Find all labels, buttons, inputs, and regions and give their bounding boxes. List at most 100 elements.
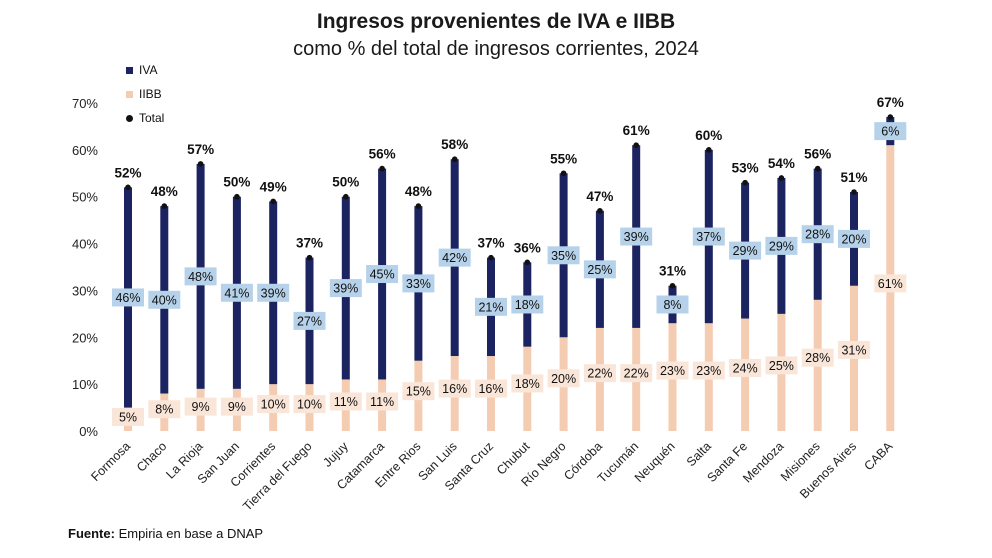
iva-label-san-luis: 42% (442, 251, 467, 265)
iva-label-chubut: 18% (515, 298, 540, 312)
iva-label-bg-jujuy (329, 279, 362, 298)
x-tick-label-neuqu-n: Neuquén (632, 439, 678, 485)
legend-label-iva: IVA (139, 63, 158, 77)
iva-label-catamarca: 45% (370, 268, 395, 282)
iibb-label-bg-tucum-n (620, 364, 653, 383)
iva-label-tierra-del-fuego: 27% (297, 314, 322, 328)
total-label-catamarca: 56% (369, 147, 396, 162)
iva-label-corrientes: 39% (261, 286, 286, 300)
iibb-label-jujuy: 11% (334, 395, 358, 409)
iibb-label-la-rioja: 9% (192, 400, 210, 414)
y-tick-label: 20% (72, 330, 98, 345)
y-tick-label: 40% (72, 237, 98, 252)
chart-subtitle: como % del total de ingresos corrientes,… (293, 38, 699, 60)
iibb-label-bg-salta (692, 361, 725, 380)
total-label-santa-fe: 53% (732, 161, 759, 176)
x-tick-label-caba: CABA (861, 439, 895, 473)
legend-item-total: Total (126, 106, 164, 130)
total-dot-la-rioja (197, 161, 204, 167)
source-note: Fuente: Empiria en base a DNAP (68, 526, 263, 541)
iva-label-la-rioja: 48% (188, 270, 213, 284)
iibb-label-bg-formosa (112, 407, 144, 426)
total-dot-r-o-negro (560, 170, 567, 177)
legend-dot-total (126, 114, 133, 122)
total-dot-jujuy (343, 193, 349, 200)
total-dot-santa-cruz (488, 254, 494, 261)
iibb-label-santa-cruz: 16% (478, 382, 503, 396)
total-dot-tierra-del-fuego (306, 254, 313, 261)
legend-label-iibb: IIBB (139, 87, 162, 101)
iibb-label-bg-caba (874, 274, 907, 293)
iibb-label-chaco: 8% (155, 403, 173, 417)
iva-label-bg-buenos-aires (838, 229, 870, 248)
total-dot-caba (887, 114, 894, 120)
iibb-label-bg-santa-cruz (475, 379, 507, 398)
iva-label-bg-santa-cruz (475, 297, 507, 316)
iibb-label-tierra-del-fuego: 10% (297, 398, 322, 412)
total-label-formosa: 52% (114, 165, 141, 180)
iibb-label-formosa: 5% (119, 410, 137, 424)
source-text: Empiria en base a DNAP (118, 526, 264, 541)
iva-label-misiones: 28% (805, 228, 830, 242)
total-label-tucum-n: 61% (623, 123, 650, 138)
iibb-label-san-luis: 16% (442, 382, 467, 396)
iva-label-formosa: 46% (115, 291, 140, 305)
iibb-label-bg-misiones (801, 348, 834, 367)
iibb-label-bg-santa-fe (729, 358, 762, 377)
y-tick-label: 10% (72, 377, 98, 392)
total-label-buenos-aires: 51% (840, 170, 867, 185)
iva-label-bg-catamarca (366, 265, 399, 284)
iibb-label-bg-neuqu-n (656, 361, 689, 380)
total-label-corrientes: 49% (260, 179, 287, 194)
iibb-label-bg-buenos-aires (838, 340, 870, 359)
total-label-santa-cruz: 37% (477, 236, 504, 251)
total-label-mendoza: 54% (768, 156, 795, 171)
total-label-neuqu-n: 31% (659, 264, 686, 279)
iibb-label-bg-tierra-del-fuego (293, 395, 326, 414)
total-label-san-juan: 50% (223, 175, 250, 190)
source-label: Fuente: (68, 526, 115, 541)
iva-label-san-juan: 41% (224, 286, 249, 300)
iva-label-neuqu-n: 8% (663, 298, 681, 312)
iibb-label-catamarca: 11% (370, 395, 394, 409)
iva-label-caba: 6% (881, 125, 899, 139)
iibb-label-bg-r-o-negro (547, 369, 580, 388)
iibb-label-bg-entre-rios (402, 382, 435, 401)
legend-label-total: Total (139, 111, 165, 125)
iva-label-bg-formosa (112, 288, 144, 307)
iva-label-bg-tierra-del-fuego (293, 311, 326, 330)
iva-label-bg-misiones (801, 225, 834, 244)
total-dot-formosa (125, 184, 131, 191)
y-tick-label: 0% (79, 424, 98, 439)
iibb-label-r-o-negro: 20% (551, 372, 576, 386)
total-label-jujuy: 50% (332, 175, 359, 190)
iibb-label-bg-chubut (511, 374, 544, 393)
iva-label-jujuy: 39% (333, 282, 358, 296)
iva-label-santa-cruz: 21% (478, 300, 503, 314)
iibb-label-santa-fe: 24% (733, 361, 758, 375)
total-label-entre-rios: 48% (405, 184, 432, 199)
iibb-label-entre-rios: 15% (406, 385, 431, 399)
iva-label-salta: 37% (696, 230, 721, 244)
iibb-label-bg-corrientes (257, 395, 290, 414)
iibb-label-bg-c-rdoba (583, 364, 616, 383)
iva-label-bg-chubut (511, 295, 544, 314)
y-tick-label: 30% (72, 283, 98, 298)
total-label-chaco: 48% (151, 184, 178, 199)
iva-label-santa-fe: 29% (733, 244, 758, 258)
total-dot-santa-fe (742, 179, 748, 186)
total-dot-misiones (814, 165, 821, 172)
total-dot-entre-rios (415, 203, 422, 209)
x-tick-label-formosa: Formosa (88, 439, 133, 484)
iva-label-tucum-n: 39% (624, 230, 649, 244)
total-dot-tucum-n (633, 142, 639, 148)
legend-swatch-iibb (126, 90, 133, 98)
y-tick-label: 70% (72, 96, 98, 111)
iibb-label-bg-la-rioja (184, 397, 217, 416)
total-dot-buenos-aires (851, 189, 857, 195)
iva-label-bg-tucum-n (620, 227, 653, 246)
total-label-c-rdoba: 47% (586, 189, 613, 204)
iva-label-bg-neuqu-n (656, 295, 689, 314)
total-dot-san-luis (451, 156, 458, 163)
x-tick-label-jujuy: Jujuy (320, 439, 351, 470)
